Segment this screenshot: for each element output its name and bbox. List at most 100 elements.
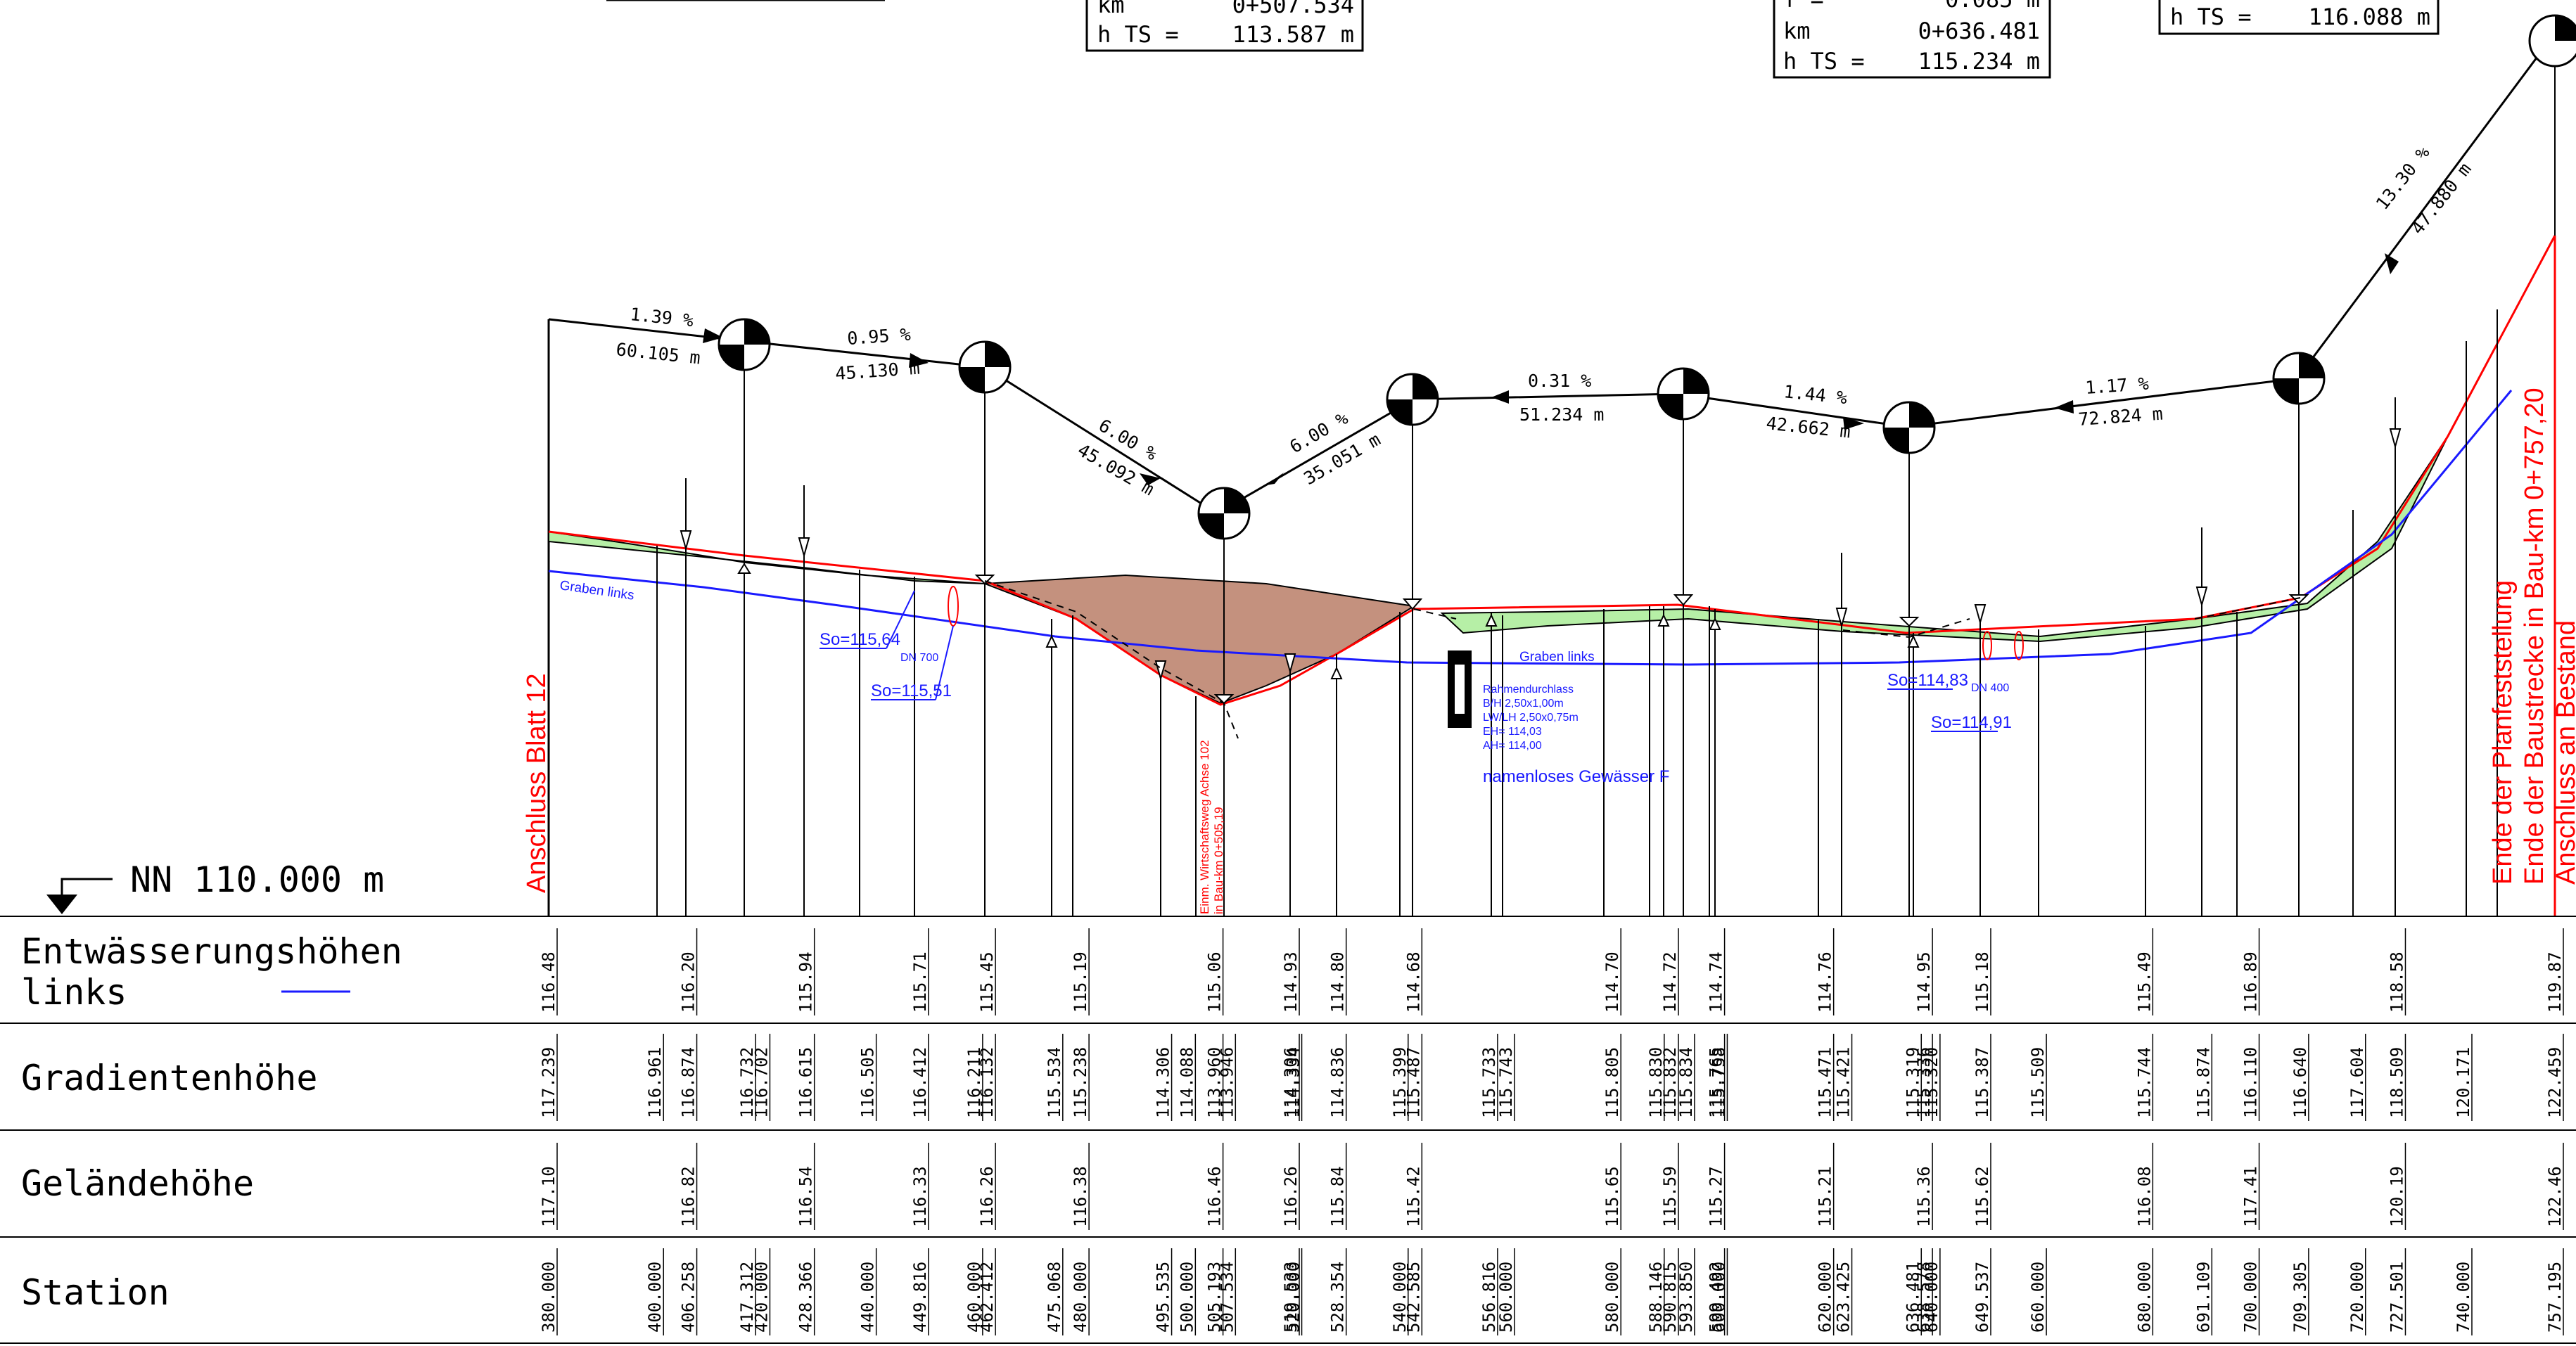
pvi-marker — [1197, 487, 1251, 540]
grade-arrows — [703, 253, 2399, 485]
terrain-value: 117.10 — [539, 1166, 559, 1227]
anschluss-left-label: Anschluss Blatt 12 — [522, 673, 551, 893]
gradient-value: 115.319 — [1903, 1047, 1923, 1118]
grade-labels: 1.39 % 60.105 m 0.95 % 45.130 m 6.00 % 4… — [615, 143, 2475, 500]
station-value: 400.000 — [645, 1262, 665, 1333]
gradient-value: 117.604 — [2347, 1047, 2367, 1118]
gradient-value: 115.320 — [1922, 1047, 1941, 1118]
station-value: 580.000 — [1602, 1262, 1622, 1333]
gradient-value: 115.743 — [1496, 1047, 1516, 1118]
gradient-value: 117.239 — [539, 1047, 559, 1118]
terrain-value: 116.46 — [1205, 1166, 1225, 1227]
grade-5-len: 51.234 m — [1519, 404, 1604, 425]
station-value: 638.578 — [1914, 1262, 1934, 1333]
gradient-value: 116.211 — [964, 1047, 984, 1118]
gradient-value: 115.399 — [1390, 1047, 1410, 1118]
station-value: 475.068 — [1045, 1262, 1064, 1333]
culvert-line-1: Rahmendurchlass — [1483, 684, 1574, 696]
crossing-line-1: Einm. Wirtschaftsweg Achse 102 — [1198, 740, 1211, 914]
ditch-line-left — [548, 390, 2513, 666]
drainage-value: 115.19 — [1071, 951, 1090, 1013]
drainage-value: 114.72 — [1660, 951, 1680, 1013]
end-notes: Ende der Planfeststellung Ende der Baust… — [2488, 387, 2576, 885]
gradient-value: 114.088 — [1177, 1047, 1197, 1118]
drainage-value: 116.89 — [2241, 951, 2261, 1013]
drainage-value: 114.74 — [1707, 951, 1726, 1013]
station-value: 600.000 — [1709, 1262, 1728, 1333]
station-value: 709.305 — [2290, 1262, 2310, 1333]
grade-7-len: 72.824 m — [2077, 404, 2163, 430]
info-box-2: f = 0.085 m km 0+636.481 h TS = 115.234 … — [1773, 0, 2051, 79]
terrain-value: 116.26 — [1281, 1166, 1301, 1227]
station-value: 519.533 — [1281, 1262, 1301, 1333]
info-box-2-key-2: km — [1783, 18, 1811, 44]
terrain-value: 115.27 — [1707, 1166, 1726, 1227]
station-value: 507.534 — [1217, 1262, 1237, 1333]
station-value: 380.000 — [539, 1262, 559, 1333]
info-box-1-val-2: 113.587 m — [1232, 21, 1354, 48]
crossing-note: Einm. Wirtschaftsweg Achse 102 in Bau-km… — [1198, 740, 1225, 914]
graben-links-label-1: Graben links — [559, 578, 635, 603]
gradient-value: 116.505 — [858, 1047, 878, 1118]
pvi-marker — [1657, 367, 1710, 421]
gradient-value: 114.334 — [1284, 1047, 1303, 1118]
dashed-lines — [984, 580, 2301, 739]
gradient-value: 114.306 — [1281, 1047, 1301, 1118]
gradient-value: 118.509 — [2387, 1047, 2406, 1118]
station-value: 623.425 — [1834, 1262, 1854, 1333]
info-box-2-val-3: 115.234 m — [1918, 48, 2040, 75]
station-value: 640.000 — [1922, 1262, 1941, 1333]
station-arrowheads — [680, 428, 2402, 705]
gradient-value: 113.946 — [1217, 1047, 1237, 1118]
terrain-value: 116.08 — [2134, 1166, 2154, 1227]
pvi-marker — [2528, 14, 2576, 68]
info-box-3-key-1: h TS = — [2170, 4, 2252, 30]
station-value: 680.000 — [2134, 1262, 2154, 1333]
drainage-value: 114.80 — [1328, 951, 1348, 1013]
station-value: 636.481 — [1903, 1262, 1923, 1333]
station-value: 420.000 — [751, 1262, 771, 1333]
pipe-dn-2: DN 400 — [1971, 682, 2009, 694]
terrain-value: 120.19 — [2387, 1166, 2406, 1227]
terrain-value: 115.21 — [1816, 1166, 1835, 1227]
terrain-value: 115.62 — [1972, 1166, 1992, 1227]
drainage-value: 115.18 — [1972, 951, 1992, 1013]
sole-height-1: So=115,64 — [820, 630, 900, 649]
station-value: 406.258 — [679, 1262, 699, 1333]
pipe-1-leader-2 — [886, 590, 915, 649]
gradient-value: 115.534 — [1045, 1047, 1064, 1118]
station-value: 460.000 — [964, 1262, 984, 1333]
gradient-value: 115.834 — [1676, 1047, 1696, 1118]
station-value: 588.146 — [1646, 1262, 1666, 1333]
grade-1-pct: 1.39 % — [629, 304, 694, 331]
station-value: 540.000 — [1390, 1262, 1410, 1333]
gradient-value: 113.960 — [1205, 1047, 1225, 1118]
station-value: 660.000 — [2028, 1262, 2048, 1333]
drainage-value: 115.49 — [2134, 951, 2154, 1013]
terrain-value: 116.38 — [1071, 1166, 1090, 1227]
grade-7-pct: 1.17 % — [2084, 373, 2149, 398]
gradient-value: 115.744 — [2134, 1047, 2154, 1118]
sole-height-4: So=114,91 — [1931, 713, 2012, 732]
terrain-value: 116.26 — [977, 1166, 997, 1227]
band-grid — [0, 916, 2576, 1344]
info-box-2-key-1: f = — [1783, 0, 1824, 13]
station-value: 740.000 — [2454, 1262, 2473, 1333]
station-value: 449.816 — [910, 1262, 930, 1333]
info-box-1-key-1: km — [1097, 0, 1125, 18]
culvert-info: Rahmendurchlass B/H 2,50x1,00m LW/LH 2,5… — [1483, 684, 1579, 752]
end-line-1: Ende der Planfeststellung — [2488, 580, 2518, 885]
drainage-value: 114.70 — [1602, 951, 1622, 1013]
gradient-value: 114.306 — [1154, 1047, 1173, 1118]
gradient-value: 116.110 — [2241, 1047, 2261, 1118]
drainage-value: 119.87 — [2545, 951, 2565, 1013]
gradient-value: 116.640 — [2290, 1047, 2310, 1118]
gradient-value: 116.874 — [679, 1047, 699, 1118]
pvi-markers — [718, 14, 2576, 540]
grade-6-pct: 1.44 % — [1783, 381, 1848, 408]
pvi-marker — [2272, 352, 2326, 405]
grade-5-pct: 0.31 % — [1528, 371, 1591, 391]
pipe-2-symbol-a — [1982, 631, 1992, 660]
